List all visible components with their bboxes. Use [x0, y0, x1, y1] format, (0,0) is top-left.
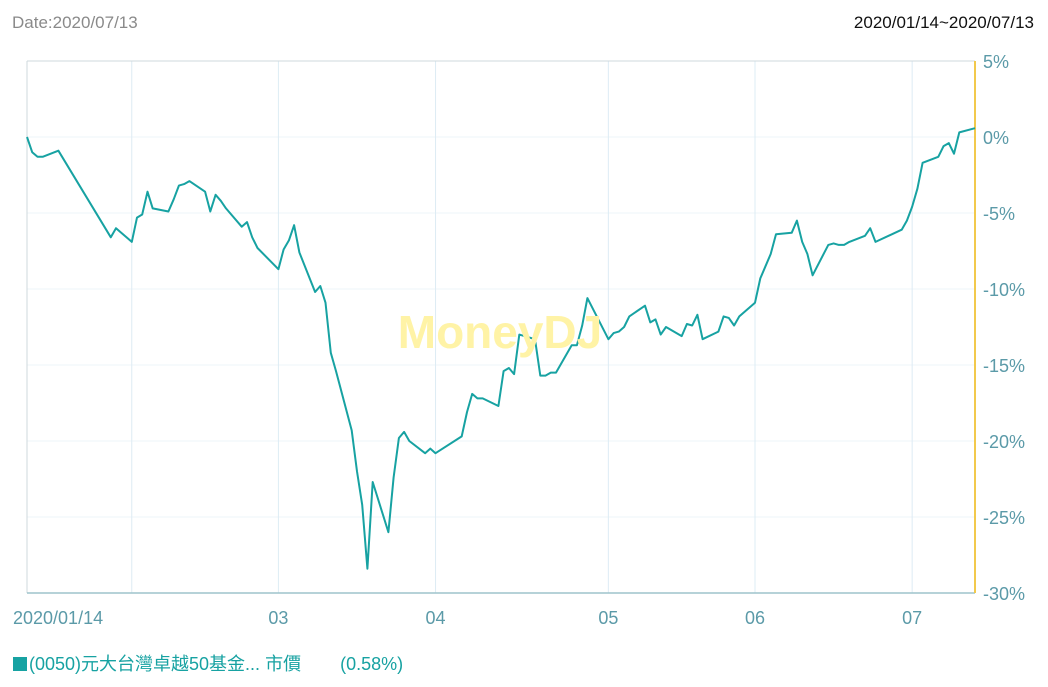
y-tick-label: -30%: [983, 584, 1025, 604]
x-tick-label: 2020/01/14: [13, 608, 103, 628]
y-tick-label: -5%: [983, 204, 1015, 224]
y-tick-label: 0%: [983, 128, 1009, 148]
x-tick-label: 06: [745, 608, 765, 628]
x-tick-label: 03: [268, 608, 288, 628]
legend-swatch: [13, 657, 27, 671]
legend-metric: 市價: [265, 654, 302, 674]
y-tick-label: -15%: [983, 356, 1025, 376]
date-range-label: 2020/01/14~2020/07/13: [853, 13, 1034, 32]
y-tick-label: -10%: [983, 280, 1025, 300]
date-label: Date:2020/07/13: [12, 13, 138, 32]
legend-value: (0.58%): [340, 654, 404, 674]
y-tick-label: 5%: [983, 52, 1009, 72]
watermark: MoneyDJ: [398, 306, 602, 358]
series-line: [26, 127, 976, 570]
y-tick-label: -25%: [983, 508, 1025, 528]
x-tick-label: 05: [598, 608, 618, 628]
y-tick-label: -20%: [983, 432, 1025, 452]
x-tick-label: 04: [426, 608, 446, 628]
x-tick-label: 07: [902, 608, 922, 628]
legend-series-name: (0050)元大台灣卓越50基金...: [29, 654, 261, 674]
performance-line-chart: 5% 0% -5% -10% -15% -20% -25% -30% 2020/01/14 03 0…: [13, 52, 1025, 628]
legend: (0050)元大台灣卓越50基金... 市價 (0.58%): [13, 650, 403, 676]
